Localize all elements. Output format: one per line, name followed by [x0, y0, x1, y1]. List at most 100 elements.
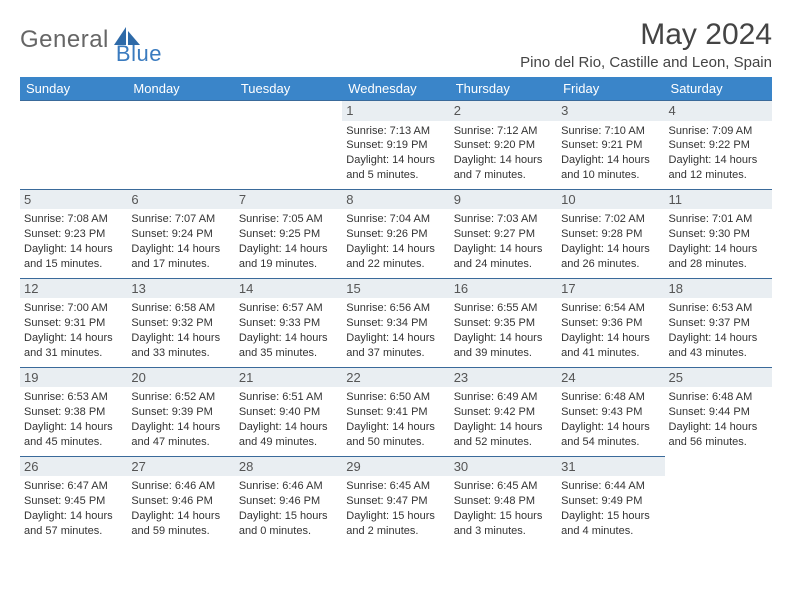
calendar-day-cell: 18Sunrise: 6:53 AMSunset: 9:37 PMDayligh…: [665, 278, 772, 367]
calendar-day-cell: 31Sunrise: 6:44 AMSunset: 9:49 PMDayligh…: [557, 456, 664, 544]
day-number: 21: [235, 368, 342, 388]
calendar-day-cell: 25Sunrise: 6:48 AMSunset: 9:44 PMDayligh…: [665, 367, 772, 456]
day-number: 13: [127, 279, 234, 299]
sunrise-text: Sunrise: 6:49 AM: [454, 390, 553, 405]
daylight-text: and 49 minutes.: [239, 435, 338, 450]
sunrise-text: Sunrise: 7:12 AM: [454, 124, 553, 139]
daylight-text: and 35 minutes.: [239, 346, 338, 361]
daylight-text: and 17 minutes.: [131, 257, 230, 272]
sunset-text: Sunset: 9:39 PM: [131, 405, 230, 420]
sunset-text: Sunset: 9:41 PM: [346, 405, 445, 420]
day-number: 4: [665, 101, 772, 121]
daylight-text: Daylight: 15 hours: [346, 509, 445, 524]
weekday-header: Monday: [127, 77, 234, 101]
day-number: 1: [342, 101, 449, 121]
daylight-text: and 19 minutes.: [239, 257, 338, 272]
sunset-text: Sunset: 9:46 PM: [239, 494, 338, 509]
daylight-text: and 59 minutes.: [131, 524, 230, 539]
calendar-day-cell: 11Sunrise: 7:01 AMSunset: 9:30 PMDayligh…: [665, 189, 772, 278]
daylight-text: and 24 minutes.: [454, 257, 553, 272]
calendar-week-row: 19Sunrise: 6:53 AMSunset: 9:38 PMDayligh…: [20, 367, 772, 456]
day-number: 19: [20, 368, 127, 388]
sunset-text: Sunset: 9:23 PM: [24, 227, 123, 242]
daylight-text: Daylight: 15 hours: [454, 509, 553, 524]
sunrise-text: Sunrise: 6:48 AM: [561, 390, 660, 405]
header: General Blue May 2024 Pino del Rio, Cast…: [20, 18, 772, 71]
day-number: 30: [450, 457, 557, 477]
weekday-header: Tuesday: [235, 77, 342, 101]
daylight-text: Daylight: 14 hours: [24, 242, 123, 257]
calendar-week-row: 26Sunrise: 6:47 AMSunset: 9:45 PMDayligh…: [20, 456, 772, 544]
sunset-text: Sunset: 9:25 PM: [239, 227, 338, 242]
sunrise-text: Sunrise: 7:07 AM: [131, 212, 230, 227]
daylight-text: Daylight: 14 hours: [131, 420, 230, 435]
calendar-day-cell: 22Sunrise: 6:50 AMSunset: 9:41 PMDayligh…: [342, 367, 449, 456]
calendar-day-cell: 9Sunrise: 7:03 AMSunset: 9:27 PMDaylight…: [450, 189, 557, 278]
title-block: May 2024 Pino del Rio, Castille and Leon…: [520, 18, 772, 71]
sunset-text: Sunset: 9:20 PM: [454, 138, 553, 153]
sunset-text: Sunset: 9:49 PM: [561, 494, 660, 509]
daylight-text: Daylight: 14 hours: [24, 420, 123, 435]
daylight-text: and 4 minutes.: [561, 524, 660, 539]
day-number: 10: [557, 190, 664, 210]
sunrise-text: Sunrise: 7:08 AM: [24, 212, 123, 227]
sunset-text: Sunset: 9:28 PM: [561, 227, 660, 242]
calendar-day-cell: [20, 101, 127, 190]
sunset-text: Sunset: 9:38 PM: [24, 405, 123, 420]
month-title: May 2024: [520, 18, 772, 52]
calendar-day-cell: 8Sunrise: 7:04 AMSunset: 9:26 PMDaylight…: [342, 189, 449, 278]
calendar-day-cell: 2Sunrise: 7:12 AMSunset: 9:20 PMDaylight…: [450, 101, 557, 190]
calendar-day-cell: 23Sunrise: 6:49 AMSunset: 9:42 PMDayligh…: [450, 367, 557, 456]
calendar-day-cell: 15Sunrise: 6:56 AMSunset: 9:34 PMDayligh…: [342, 278, 449, 367]
day-number: 26: [20, 457, 127, 477]
day-number: 25: [665, 368, 772, 388]
daylight-text: Daylight: 15 hours: [561, 509, 660, 524]
calendar-day-cell: 28Sunrise: 6:46 AMSunset: 9:46 PMDayligh…: [235, 456, 342, 544]
daylight-text: and 31 minutes.: [24, 346, 123, 361]
sunset-text: Sunset: 9:26 PM: [346, 227, 445, 242]
daylight-text: and 45 minutes.: [24, 435, 123, 450]
daylight-text: Daylight: 14 hours: [346, 242, 445, 257]
daylight-text: Daylight: 14 hours: [669, 153, 768, 168]
daylight-text: Daylight: 14 hours: [24, 509, 123, 524]
daylight-text: and 5 minutes.: [346, 168, 445, 183]
sunrise-text: Sunrise: 6:46 AM: [131, 479, 230, 494]
calendar-day-cell: 29Sunrise: 6:45 AMSunset: 9:47 PMDayligh…: [342, 456, 449, 544]
day-number: 17: [557, 279, 664, 299]
sunrise-text: Sunrise: 7:13 AM: [346, 124, 445, 139]
daylight-text: Daylight: 14 hours: [454, 420, 553, 435]
calendar-day-cell: 6Sunrise: 7:07 AMSunset: 9:24 PMDaylight…: [127, 189, 234, 278]
sunrise-text: Sunrise: 6:57 AM: [239, 301, 338, 316]
calendar-day-cell: 3Sunrise: 7:10 AMSunset: 9:21 PMDaylight…: [557, 101, 664, 190]
day-number: 16: [450, 279, 557, 299]
day-number: 29: [342, 457, 449, 477]
sunset-text: Sunset: 9:44 PM: [669, 405, 768, 420]
calendar-day-cell: [235, 101, 342, 190]
daylight-text: and 28 minutes.: [669, 257, 768, 272]
daylight-text: and 57 minutes.: [24, 524, 123, 539]
daylight-text: Daylight: 14 hours: [346, 331, 445, 346]
sunrise-text: Sunrise: 6:52 AM: [131, 390, 230, 405]
sunset-text: Sunset: 9:30 PM: [669, 227, 768, 242]
sunset-text: Sunset: 9:37 PM: [669, 316, 768, 331]
weekday-header: Wednesday: [342, 77, 449, 101]
daylight-text: Daylight: 14 hours: [454, 153, 553, 168]
sunset-text: Sunset: 9:31 PM: [24, 316, 123, 331]
calendar-body: 1Sunrise: 7:13 AMSunset: 9:19 PMDaylight…: [20, 101, 772, 545]
calendar-day-cell: 21Sunrise: 6:51 AMSunset: 9:40 PMDayligh…: [235, 367, 342, 456]
sunrise-text: Sunrise: 6:51 AM: [239, 390, 338, 405]
daylight-text: Daylight: 14 hours: [131, 509, 230, 524]
sunset-text: Sunset: 9:43 PM: [561, 405, 660, 420]
weekday-header-row: SundayMondayTuesdayWednesdayThursdayFrid…: [20, 77, 772, 101]
daylight-text: and 0 minutes.: [239, 524, 338, 539]
daylight-text: and 56 minutes.: [669, 435, 768, 450]
day-number: 20: [127, 368, 234, 388]
sunrise-text: Sunrise: 7:10 AM: [561, 124, 660, 139]
daylight-text: and 39 minutes.: [454, 346, 553, 361]
brand-text-1: General: [20, 26, 109, 54]
sunset-text: Sunset: 9:35 PM: [454, 316, 553, 331]
sunset-text: Sunset: 9:36 PM: [561, 316, 660, 331]
day-number: 22: [342, 368, 449, 388]
sunset-text: Sunset: 9:48 PM: [454, 494, 553, 509]
sunset-text: Sunset: 9:24 PM: [131, 227, 230, 242]
